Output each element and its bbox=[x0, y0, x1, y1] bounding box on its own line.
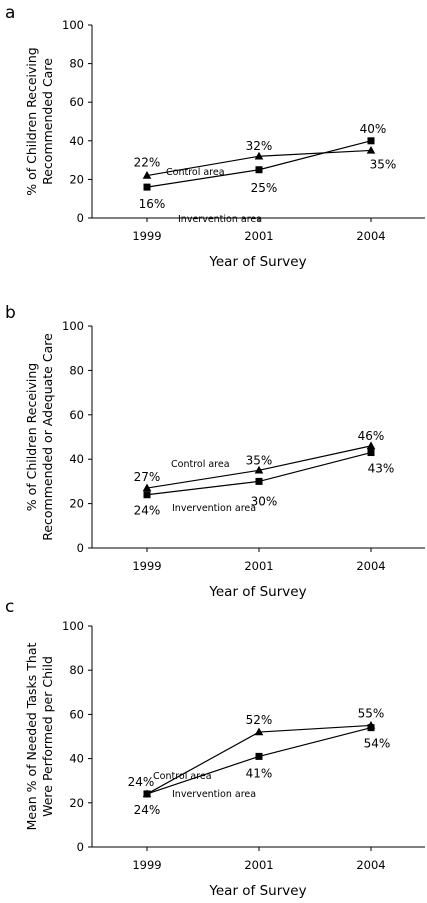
data-label: 35% bbox=[246, 453, 273, 467]
x-axis-title: Year of Survey bbox=[208, 254, 306, 270]
y-tick-label: 20 bbox=[69, 172, 84, 186]
y-axis-title-line: % of Children Receiving bbox=[24, 363, 39, 511]
data-label: 25% bbox=[251, 181, 278, 195]
series-control: 22% 32% 35% Control area bbox=[134, 139, 397, 179]
series-name-label: Control area bbox=[171, 459, 230, 470]
y-tick-label: 80 bbox=[69, 663, 84, 677]
data-point-triangle bbox=[142, 483, 152, 492]
data-label: 24% bbox=[134, 504, 161, 518]
y-axis-title: Mean % of Needed Tasks ThatWere Performe… bbox=[24, 643, 55, 831]
series-name-label: Invervention area bbox=[172, 503, 256, 514]
data-label: 22% bbox=[134, 156, 161, 170]
data-label: 54% bbox=[364, 737, 391, 751]
x-tick-label: 1999 bbox=[132, 229, 161, 243]
series-name-label: Invervention area bbox=[178, 214, 262, 225]
data-point-triangle bbox=[142, 171, 152, 179]
series-name-label: Control area bbox=[153, 771, 212, 782]
y-tick-label: 20 bbox=[69, 796, 84, 810]
data-point-square bbox=[143, 491, 151, 499]
panel-letter: a bbox=[5, 3, 15, 23]
data-label: 24% bbox=[134, 803, 161, 817]
series-line bbox=[146, 727, 372, 795]
data-label: 40% bbox=[360, 122, 387, 136]
panel-letter: b bbox=[5, 303, 16, 323]
y-axis-title-line: % of Children Receiving bbox=[24, 47, 39, 195]
data-point-square bbox=[255, 752, 263, 760]
data-point-square bbox=[255, 166, 263, 174]
y-tick-label: 40 bbox=[69, 134, 84, 148]
y-tick-label: 0 bbox=[77, 541, 84, 555]
data-label: 35% bbox=[370, 157, 397, 171]
data-point-triangle bbox=[366, 441, 376, 450]
y-tick-label: 100 bbox=[62, 619, 84, 633]
data-point-triangle bbox=[254, 727, 264, 736]
data-label: 32% bbox=[246, 139, 273, 153]
y-tick-label: 40 bbox=[69, 452, 84, 466]
data-point-triangle bbox=[254, 465, 264, 474]
y-axis-title-line: Recommended or Adequate Care bbox=[40, 333, 55, 541]
data-label: 30% bbox=[251, 494, 278, 508]
chart-panel-b: b 0 20 40 60 80 100 1999 2001 2004 Year of Survey%… bbox=[5, 303, 425, 600]
data-point-square bbox=[143, 790, 151, 798]
y-tick-label: 0 bbox=[77, 211, 84, 225]
x-tick-label: 2001 bbox=[244, 229, 273, 243]
y-tick-label: 80 bbox=[69, 363, 84, 377]
y-axis-title-line: Mean % of Needed Tasks That bbox=[24, 643, 39, 831]
y-axis-title: % of Children ReceivingRecommended Care bbox=[24, 47, 55, 195]
y-tick-label: 60 bbox=[69, 95, 84, 109]
series-intervention: 24% 30% 43% Invervention area bbox=[134, 449, 395, 518]
series-control: 27% 35% 46% Control area bbox=[134, 429, 385, 492]
series-intervention: 16% 25% 40% Invervention area bbox=[139, 122, 387, 225]
y-tick-label: 40 bbox=[69, 752, 84, 766]
y-tick-label: 60 bbox=[69, 408, 84, 422]
x-tick-label: 1999 bbox=[132, 559, 161, 573]
data-label: 16% bbox=[139, 197, 166, 211]
y-tick-label: 20 bbox=[69, 497, 84, 511]
data-point-square bbox=[367, 449, 375, 457]
y-tick-label: 100 bbox=[62, 319, 84, 333]
data-point-square bbox=[255, 477, 263, 485]
y-axis-title-line: Were Performed per Child bbox=[40, 656, 55, 817]
data-point-square bbox=[367, 137, 375, 145]
y-tick-label: 80 bbox=[69, 57, 84, 71]
data-point-square bbox=[143, 183, 151, 191]
chart-panel-a: a 0 20 40 60 80 100 1999 2001 2004 Year of Survey%… bbox=[5, 3, 425, 270]
data-label: 27% bbox=[134, 470, 161, 484]
y-tick-label: 0 bbox=[77, 840, 84, 854]
data-label: 43% bbox=[368, 462, 395, 476]
series-name-label: Invervention area bbox=[172, 789, 256, 800]
data-point-triangle bbox=[254, 151, 264, 160]
x-tick-label: 2004 bbox=[356, 858, 385, 872]
series-control: 24% 52% 55% Control area bbox=[128, 706, 385, 798]
x-axis-title: Year of Survey bbox=[208, 883, 306, 898]
x-tick-label: 2001 bbox=[244, 858, 273, 872]
data-point-square bbox=[367, 724, 375, 732]
data-label: 46% bbox=[358, 429, 385, 443]
series-intervention: 24% 41% 54% Invervention area bbox=[134, 724, 391, 817]
y-axis-title-line: Recommended Care bbox=[40, 58, 55, 185]
series-name-label: Control area bbox=[166, 167, 225, 178]
data-label: 24% bbox=[128, 775, 155, 789]
chart-panel-c: c 0 20 40 60 80 100 1999 2001 2004 Year of Survey M… bbox=[5, 597, 425, 899]
x-tick-label: 2001 bbox=[244, 559, 273, 573]
data-label: 55% bbox=[358, 706, 385, 720]
data-label: 52% bbox=[246, 713, 273, 727]
panel-letter: c bbox=[5, 597, 14, 617]
data-label: 41% bbox=[246, 766, 273, 780]
y-tick-label: 60 bbox=[69, 707, 84, 721]
y-axis-title: % of Children ReceivingRecommended or Ad… bbox=[24, 333, 55, 541]
x-tick-label: 1999 bbox=[132, 858, 161, 872]
x-tick-label: 2004 bbox=[356, 559, 385, 573]
data-point-triangle bbox=[366, 145, 376, 154]
x-tick-label: 2004 bbox=[356, 229, 385, 243]
y-tick-label: 100 bbox=[62, 18, 84, 32]
x-axis-title: Year of Survey bbox=[208, 584, 306, 600]
